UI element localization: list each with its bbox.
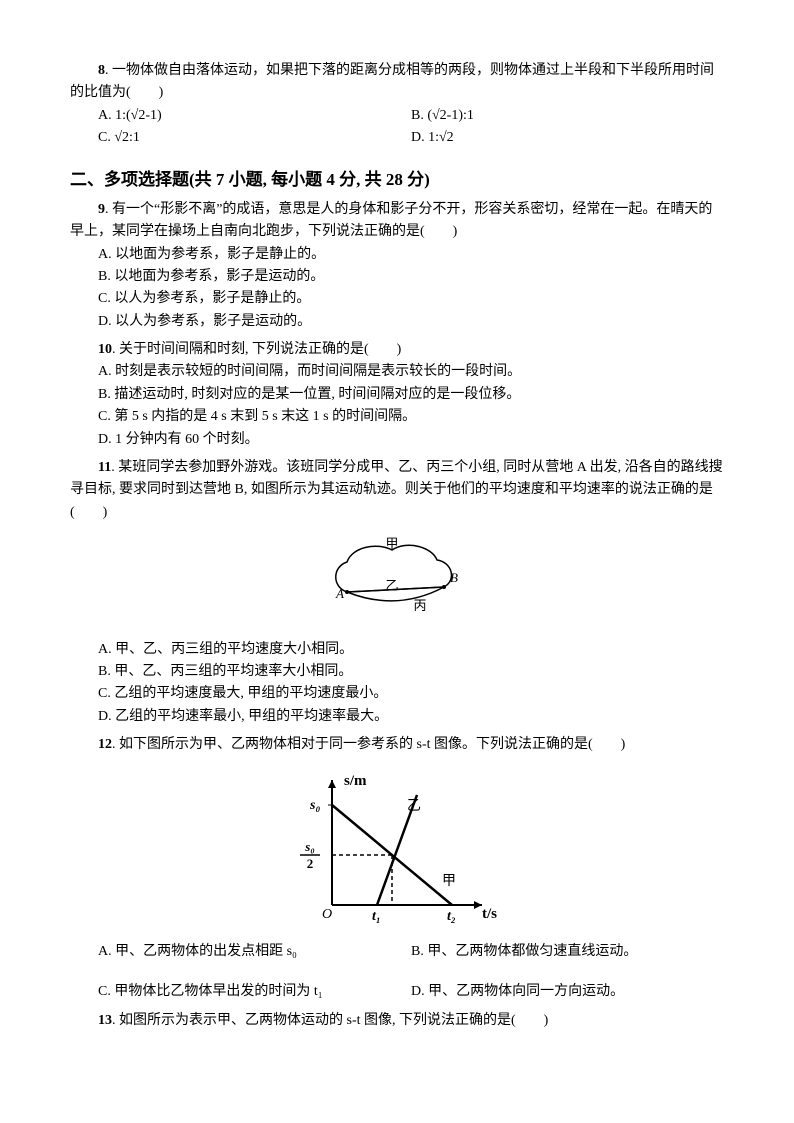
q12-options-row2: C. 甲物体比乙物体早出发的时间为 t₁ D. 甲、乙两物体向同一方向运动。 bbox=[70, 981, 724, 1003]
q11-number: 11 bbox=[98, 460, 111, 475]
question-10: 10. 关于时间间隔和时刻, 下列说法正确的是( ) A. 时刻是表示较短的时间… bbox=[70, 339, 724, 451]
q12-stem: 12. 如下图所示为甲、乙两物体相对于同一参考系的 s-t 图像。下列说法正确的… bbox=[70, 734, 724, 756]
question-8: 8. 一物体做自由落体运动，如果把下落的距离分成相等的两段，则物体通过上半段和下… bbox=[70, 60, 724, 150]
q9-optD: D. 以人为参考系，影子是运动的。 bbox=[70, 311, 724, 333]
q8-options-row2: C. √2:1 D. 1:√2 bbox=[70, 127, 724, 149]
q12-yi: 乙 bbox=[407, 798, 421, 814]
q10-stem: 10. 关于时间间隔和时刻, 下列说法正确的是( ) bbox=[70, 339, 724, 361]
q9-optB: B. 以地面为参考系，影子是运动的。 bbox=[70, 266, 724, 288]
q11-optB: B. 甲、乙、丙三组的平均速率大小相同。 bbox=[70, 661, 724, 683]
q12-s0half-num: s₀ bbox=[304, 839, 315, 854]
q9-number: 9 bbox=[98, 202, 105, 217]
q10-optC: C. 第 5 s 内指的是 4 s 末到 5 s 末这 1 s 的时间间隔。 bbox=[70, 406, 724, 428]
q8-optC: C. √2:1 bbox=[70, 127, 411, 149]
q12-options-row1: A. 甲、乙两物体的出发点相距 s₀ B. 甲、乙两物体都做匀速直线运动。 bbox=[70, 941, 724, 963]
q12-number: 12 bbox=[98, 737, 112, 752]
q13-stem: 13. 如图所示为表示甲、乙两物体运动的 s-t 图像, 下列说法正确的是( ) bbox=[70, 1010, 724, 1032]
q10-text: . 关于时间间隔和时刻, 下列说法正确的是( ) bbox=[112, 342, 401, 357]
question-9: 9. 有一个“形影不离”的成语，意思是人的身体和影子分不开，形容关系密切，经常在… bbox=[70, 199, 724, 333]
q11-stem: 11. 某班同学去参加野外游戏。该班同学分成甲、乙、丙三个小组, 同时从营地 A… bbox=[70, 457, 724, 524]
q12-ylabel: s/m bbox=[344, 773, 367, 789]
q11-optC: C. 乙组的平均速度最大, 甲组的平均速度最小。 bbox=[70, 683, 724, 705]
q8-options-row1: A. 1:(√2-1) B. (√2-1):1 bbox=[70, 105, 724, 127]
q11-optA: A. 甲、乙、丙三组的平均速度大小相同。 bbox=[70, 639, 724, 661]
question-13: 13. 如图所示为表示甲、乙两物体运动的 s-t 图像, 下列说法正确的是( ) bbox=[70, 1010, 724, 1032]
q12-yarrow bbox=[328, 780, 336, 788]
q8-stem: 8. 一物体做自由落体运动，如果把下落的距离分成相等的两段，则物体通过上半段和下… bbox=[70, 60, 724, 105]
section-2-title: 二、多项选择题(共 7 小题, 每小题 4 分, 共 28 分) bbox=[70, 166, 724, 193]
q10-optD: D. 1 分钟内有 60 个时刻。 bbox=[70, 429, 724, 451]
q12-optD: D. 甲、乙两物体向同一方向运动。 bbox=[411, 981, 724, 1003]
q11-label-B: B bbox=[450, 570, 458, 585]
q12-xlabel: t/s bbox=[482, 906, 497, 922]
q12-s0half-den: 2 bbox=[307, 856, 314, 871]
q12-xarrow bbox=[474, 901, 482, 909]
q10-optB: B. 描述运动时, 时刻对应的是某一位置, 时间间隔对应的是一段位移。 bbox=[70, 384, 724, 406]
q12-t1: t₁ bbox=[372, 909, 381, 924]
q13-text: . 如图所示为表示甲、乙两物体运动的 s-t 图像, 下列说法正确的是( ) bbox=[112, 1013, 548, 1028]
q11-pointA bbox=[345, 590, 349, 594]
question-11: 11. 某班同学去参加野外游戏。该班同学分成甲、乙、丙三个小组, 同时从营地 A… bbox=[70, 457, 724, 728]
q8-number: 8 bbox=[98, 63, 105, 78]
q12-O: O bbox=[322, 907, 332, 922]
q11-label-bing: 丙 bbox=[413, 598, 426, 613]
q12-s0: s₀ bbox=[309, 798, 320, 813]
q8-optA: A. 1:(√2-1) bbox=[70, 105, 411, 127]
q11-label-A: A bbox=[335, 586, 344, 601]
q9-optC: C. 以人为参考系，影子是静止的。 bbox=[70, 288, 724, 310]
q12-text: . 如下图所示为甲、乙两物体相对于同一参考系的 s-t 图像。下列说法正确的是(… bbox=[112, 737, 625, 752]
question-12: 12. 如下图所示为甲、乙两物体相对于同一参考系的 s-t 图像。下列说法正确的… bbox=[70, 734, 724, 1004]
q12-svg: s/m t/s s₀ s₀ 2 O t₁ t₂ 甲 乙 bbox=[282, 765, 512, 925]
q9-optA: A. 以地面为参考系，影子是静止的。 bbox=[70, 244, 724, 266]
q11-svg: 甲 A B 乙 丙 bbox=[312, 532, 482, 622]
q8-optD: D. 1:√2 bbox=[411, 127, 724, 149]
q8-optB: B. (√2-1):1 bbox=[411, 105, 724, 127]
q11-text: . 某班同学去参加野外游戏。该班同学分成甲、乙、丙三个小组, 同时从营地 A 出… bbox=[70, 460, 723, 520]
q8-text: . 一物体做自由落体运动，如果把下落的距离分成相等的两段，则物体通过上半段和下半… bbox=[70, 63, 714, 100]
q9-stem: 9. 有一个“形影不离”的成语，意思是人的身体和影子分不开，形容关系密切，经常在… bbox=[70, 199, 724, 244]
q13-number: 13 bbox=[98, 1013, 112, 1028]
q9-text: . 有一个“形影不离”的成语，意思是人的身体和影子分不开，形容关系密切，经常在一… bbox=[70, 202, 712, 239]
q11-label-yi: 乙 bbox=[385, 578, 398, 593]
q12-optB: B. 甲、乙两物体都做匀速直线运动。 bbox=[411, 941, 724, 963]
q10-optA: A. 时刻是表示较短的时间间隔，而时间间隔是表示较长的一段时间。 bbox=[70, 361, 724, 383]
q12-optC: C. 甲物体比乙物体早出发的时间为 t₁ bbox=[70, 981, 411, 1003]
q11-figure: 甲 A B 乙 丙 bbox=[70, 532, 724, 630]
q10-number: 10 bbox=[98, 342, 112, 357]
q12-t2: t₂ bbox=[447, 909, 456, 924]
q11-optD: D. 乙组的平均速率最小, 甲组的平均速率最大。 bbox=[70, 706, 724, 728]
q12-figure: s/m t/s s₀ s₀ 2 O t₁ t₂ 甲 乙 bbox=[70, 765, 724, 933]
q12-optA: A. 甲、乙两物体的出发点相距 s₀ bbox=[70, 941, 411, 963]
q12-jia: 甲 bbox=[442, 874, 456, 889]
q11-label-jia: 甲 bbox=[385, 536, 398, 551]
q11-pointB bbox=[442, 585, 446, 589]
